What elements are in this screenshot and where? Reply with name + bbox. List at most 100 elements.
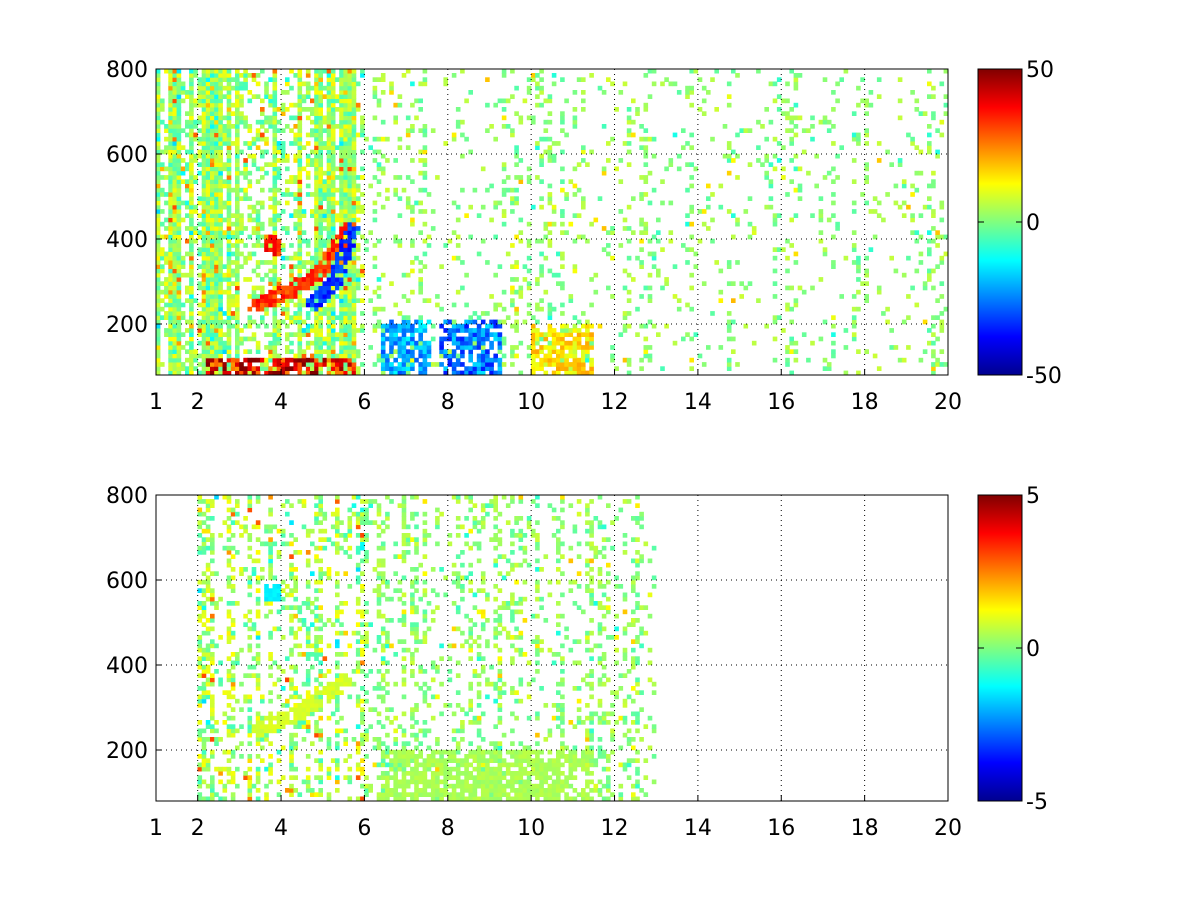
heatmap-cell: [339, 652, 344, 657]
heatmap-cell: [326, 796, 332, 802]
heatmap-cell: [185, 298, 190, 303]
heatmap-cell: [272, 115, 278, 121]
heatmap-cell: [430, 362, 436, 367]
heatmap-cell: [797, 183, 803, 189]
heatmap-cell: [226, 268, 232, 274]
heatmap-cell: [264, 728, 269, 734]
heatmap-cell: [226, 306, 232, 312]
heatmap-cell: [922, 204, 928, 210]
heatmap-cell: [301, 238, 307, 244]
heatmap-cell: [918, 213, 924, 218]
heatmap-cell: [247, 315, 253, 320]
heatmap-cell: [293, 281, 298, 286]
heatmap-cell: [726, 357, 732, 363]
heatmap-cell: [272, 209, 278, 214]
heatmap-cell: [539, 362, 544, 367]
heatmap-cell: [176, 183, 182, 189]
heatmap-cell: [289, 749, 294, 755]
heatmap-cell: [451, 366, 457, 371]
heatmap-cell: [572, 238, 578, 244]
heatmap-cell: [255, 349, 261, 354]
heatmap-cell: [347, 149, 353, 155]
heatmap-cell: [485, 336, 490, 342]
heatmap-cell: [447, 362, 453, 367]
heatmap-cell: [581, 349, 586, 354]
heatmap-cell: [205, 567, 211, 572]
heatmap-cell: [289, 664, 294, 670]
heatmap-cell: [726, 145, 732, 150]
heatmap-cell: [305, 783, 311, 789]
heatmap-cell: [297, 183, 303, 189]
heatmap-cell: [330, 119, 336, 125]
heatmap-cell: [168, 77, 173, 82]
heatmap-cell: [551, 204, 557, 210]
heatmap-cell: [272, 81, 278, 87]
heatmap-cell: [218, 179, 223, 184]
heatmap-cell: [218, 243, 223, 248]
heatmap-cell: [560, 119, 565, 125]
heatmap-cell: [789, 243, 794, 248]
heatmap-cell: [510, 209, 515, 214]
heatmap-cell: [160, 281, 165, 286]
heatmap-cell: [460, 68, 465, 74]
heatmap-cell: [347, 775, 353, 780]
heatmap-cell: [860, 192, 865, 197]
heatmap-cell: [305, 703, 311, 708]
heatmap-cell: [931, 349, 936, 354]
heatmap-cell: [568, 353, 574, 359]
heatmap-cell: [464, 336, 469, 342]
heatmap-cell: [268, 294, 273, 299]
heatmap-cell: [255, 741, 261, 746]
heatmap-cell: [339, 298, 344, 303]
heatmap-cell: [272, 213, 278, 218]
heatmap-cell: [268, 724, 273, 729]
heatmap-cell: [222, 289, 228, 295]
heatmap-cell: [501, 187, 507, 193]
heatmap-cell: [297, 141, 303, 146]
heatmap-cell: [218, 366, 223, 371]
heatmap-cell: [201, 107, 207, 112]
heatmap-cell: [155, 221, 161, 227]
heatmap-cell: [185, 124, 190, 129]
heatmap-cell: [301, 707, 307, 712]
heatmap-cell: [822, 357, 828, 363]
heatmap-cell: [205, 268, 211, 274]
heatmap-cell: [318, 243, 323, 248]
heatmap-cell: [330, 81, 336, 87]
heatmap-cell: [180, 366, 186, 371]
heatmap-cell: [297, 703, 303, 708]
heatmap-cell: [243, 170, 248, 176]
heatmap-cell: [864, 128, 869, 133]
heatmap-cell: [180, 217, 186, 223]
heatmap-cell: [851, 306, 857, 312]
heatmap-cell: [201, 673, 207, 678]
heatmap-cell: [297, 77, 303, 82]
heatmap-cell: [339, 124, 344, 129]
heatmap-cell: [210, 264, 215, 269]
heatmap-cell: [197, 792, 203, 797]
heatmap-cell: [285, 698, 290, 704]
heatmap-cell: [335, 255, 340, 261]
heatmap-cell: [314, 503, 319, 508]
heatmap-cell: [293, 73, 298, 78]
heatmap-cell: [155, 315, 161, 320]
heatmap-cell: [218, 162, 223, 167]
heatmap-cell: [272, 226, 278, 231]
heatmap-cell: [172, 332, 178, 337]
heatmap-cell: [576, 319, 582, 325]
heatmap-cell: [901, 272, 907, 278]
heatmap-cell: [168, 90, 173, 95]
heatmap-cell: [831, 90, 836, 95]
heatmap-cell: [560, 362, 565, 367]
heatmap-cell: [285, 332, 290, 337]
heatmap-cell: [218, 145, 223, 150]
heatmap-cell: [226, 323, 232, 329]
heatmap-cell: [476, 328, 482, 333]
heatmap-cell: [322, 68, 328, 74]
heatmap-cell: [293, 711, 298, 717]
heatmap-cell: [351, 311, 357, 316]
heatmap-cell: [301, 698, 307, 704]
heatmap-cell: [197, 328, 203, 333]
heatmap-cell: [172, 362, 178, 367]
heatmap-cell: [514, 260, 519, 265]
